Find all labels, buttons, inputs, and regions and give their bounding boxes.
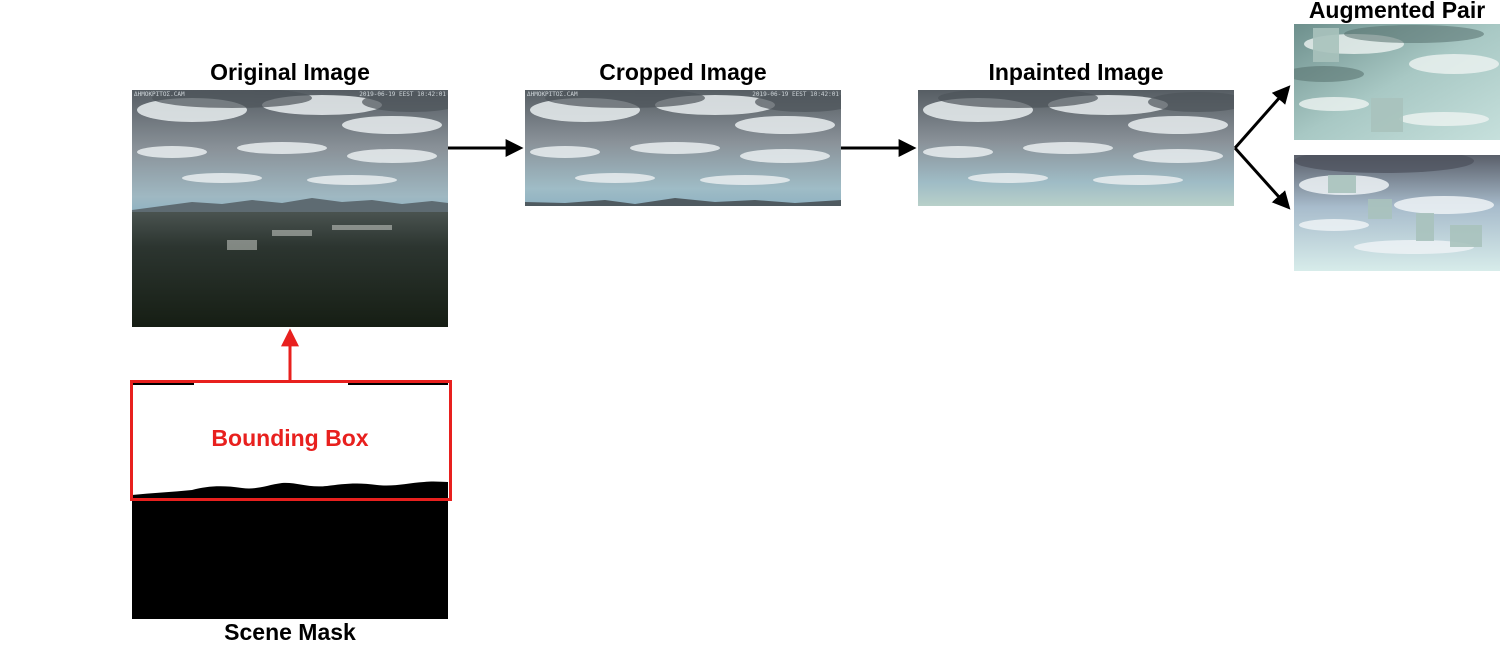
original-image-title: Original Image [210,59,370,85]
augmented-image-1 [1294,24,1500,140]
bounding-box-label: Bounding Box [211,425,369,451]
timestamp-left: ΔΗΜΟΚΡΙΤΟΣ.CAM [527,91,578,98]
bounding-box [130,380,452,501]
scene-mask-title: Scene Mask [224,619,356,645]
cropped-image-title: Cropped Image [599,59,767,85]
augmented-pair-title: Augmented Pair [1308,0,1486,23]
occlusion-patch [1368,199,1392,219]
occlusion-patch [1313,28,1339,62]
arrow-inpainted-to-augmented-top [1233,85,1291,149]
arrow-inpainted-to-augmented-bottom [1233,146,1291,210]
occlusion-patch [1328,175,1356,193]
cropped-image: ΔΗΜΟΚΡΙΤΟΣ.CAM 2019-06-19 EEST 10:42:01 [525,90,841,206]
timestamp-left: ΔΗΜΟΚΡΙΤΟΣ.CAM [134,91,185,98]
timestamp-right: 2019-06-19 EEST 10:42:01 [752,91,839,98]
occlusion-patch [1450,225,1482,247]
occlusion-patch [1416,213,1434,241]
augmented-image-2 [1294,155,1500,271]
timestamp-right: 2019-06-19 EEST 10:42:01 [359,91,446,98]
inpainted-image-title: Inpainted Image [988,59,1164,85]
occlusion-patch [1371,98,1403,132]
inpainted-image [918,90,1234,206]
original-image: ΔΗΜΟΚΡΙΤΟΣ.CAM 2019-06-19 EEST 10:42:01 [132,90,448,327]
